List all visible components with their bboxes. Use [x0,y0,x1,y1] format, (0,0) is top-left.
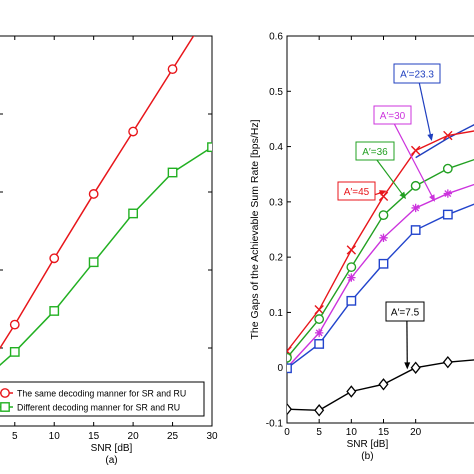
x-tick-label: 30 [206,431,218,442]
y-tick-label: 0.2 [269,253,283,264]
data-point [49,253,60,264]
data-point [411,203,420,213]
plot-area [0,3,216,367]
y-tick-label: 0.6 [269,32,283,43]
y-tick-label: 0.3 [269,197,283,208]
y-tick-label: -0.1 [266,419,284,430]
arrow-head [427,133,434,142]
annotation-arrow [418,82,432,139]
x-tick-label: 15 [378,427,390,438]
data-point [49,306,60,316]
data-point [88,257,99,268]
annotation-label: A′=45 [344,187,370,198]
arrow-head [379,190,387,196]
data-point [314,404,325,417]
annotation-box [337,181,376,201]
data-point [88,189,99,199]
x-tick-label: 5 [12,431,18,442]
data-point [443,130,453,141]
series-line [0,146,212,367]
data-point [314,314,325,324]
x-tick-label: 25 [167,431,179,442]
data-point [346,385,357,398]
data-point [167,64,178,75]
data-point [378,210,389,221]
y-tick-label: 0.4 [269,142,283,153]
data-point [314,328,324,338]
y-axis-label: The Gaps of the Achievable Sum Rate [bps… [249,119,261,339]
annotation-label: A′=7.5 [391,308,420,319]
annotations: A′=23.3 A′=45 A′=36 A′=30 A′=7.5 [337,63,441,370]
annotation-arrow [393,123,435,200]
plot-area [287,123,474,417]
data-point [167,167,178,178]
data-point [410,180,421,191]
data-point [9,347,20,357]
data-point [410,145,421,156]
chart-a: 5 10 15 20 25 30 SNR [dB](a) The same decoding … [0,3,218,466]
data-point [442,355,453,369]
legend-box [0,381,205,417]
legend-label: The same decoding manner for SR and RU [17,389,186,399]
data-point [9,319,20,330]
series-line [287,158,474,359]
data-point [208,3,216,11]
x-tick-label: 20 [128,431,140,442]
annotation-box [385,301,425,322]
annotation-box [393,63,441,84]
series-line [415,123,474,159]
arrow-head [399,191,407,200]
legend-label: Different decoding manner for SR and RU [17,403,180,413]
data-point [207,142,212,153]
data-point [346,245,357,255]
x-tick-label: 20 [410,427,422,438]
data-point [314,304,324,315]
arrow-head [404,362,411,370]
annotation-box [373,105,412,125]
data-point [379,233,388,242]
y-tick-label: 0.5 [269,87,283,98]
x-tick-label: 10 [49,431,61,442]
x-tick-label: 5 [316,427,322,438]
data-point [378,378,389,391]
y-tick-label: 0 [277,363,283,374]
series-line [0,36,195,350]
annotation-arrow [376,159,405,198]
x-axis-label: SNR [dB] [347,439,389,450]
x-tick-label: 15 [88,431,100,442]
annotation-box [355,141,395,161]
panel-label: (b) [361,451,373,462]
data-point [378,258,389,269]
data-point [442,209,453,220]
arrow-head [429,194,435,202]
data-point [347,273,356,282]
data-point [287,402,293,416]
data-point [346,295,357,306]
annotation-label: A′=23.3 [400,70,434,81]
data-point [346,262,357,272]
data-point [128,126,139,137]
data-point [442,163,453,174]
legend-marker [0,388,10,398]
annotation-label: A′=36 [362,147,388,158]
x-tick-label: 0 [284,427,290,438]
legend: The same decoding manner for SR and RU Di… [0,381,205,417]
plot-frame [0,35,213,427]
y-tick-label: 0.1 [269,308,283,319]
annotation-label: A′=30 [380,111,406,122]
legend-marker [0,402,10,412]
data-point [287,352,292,363]
data-point [410,361,421,374]
data-point [287,363,292,374]
data-point [314,339,325,349]
panel-label: (a) [105,455,117,466]
x-tick-label: 10 [346,427,358,438]
data-point [410,225,421,235]
data-point [443,189,453,198]
data-point [128,208,139,219]
x-axis-label: SNR [dB] [91,443,133,454]
